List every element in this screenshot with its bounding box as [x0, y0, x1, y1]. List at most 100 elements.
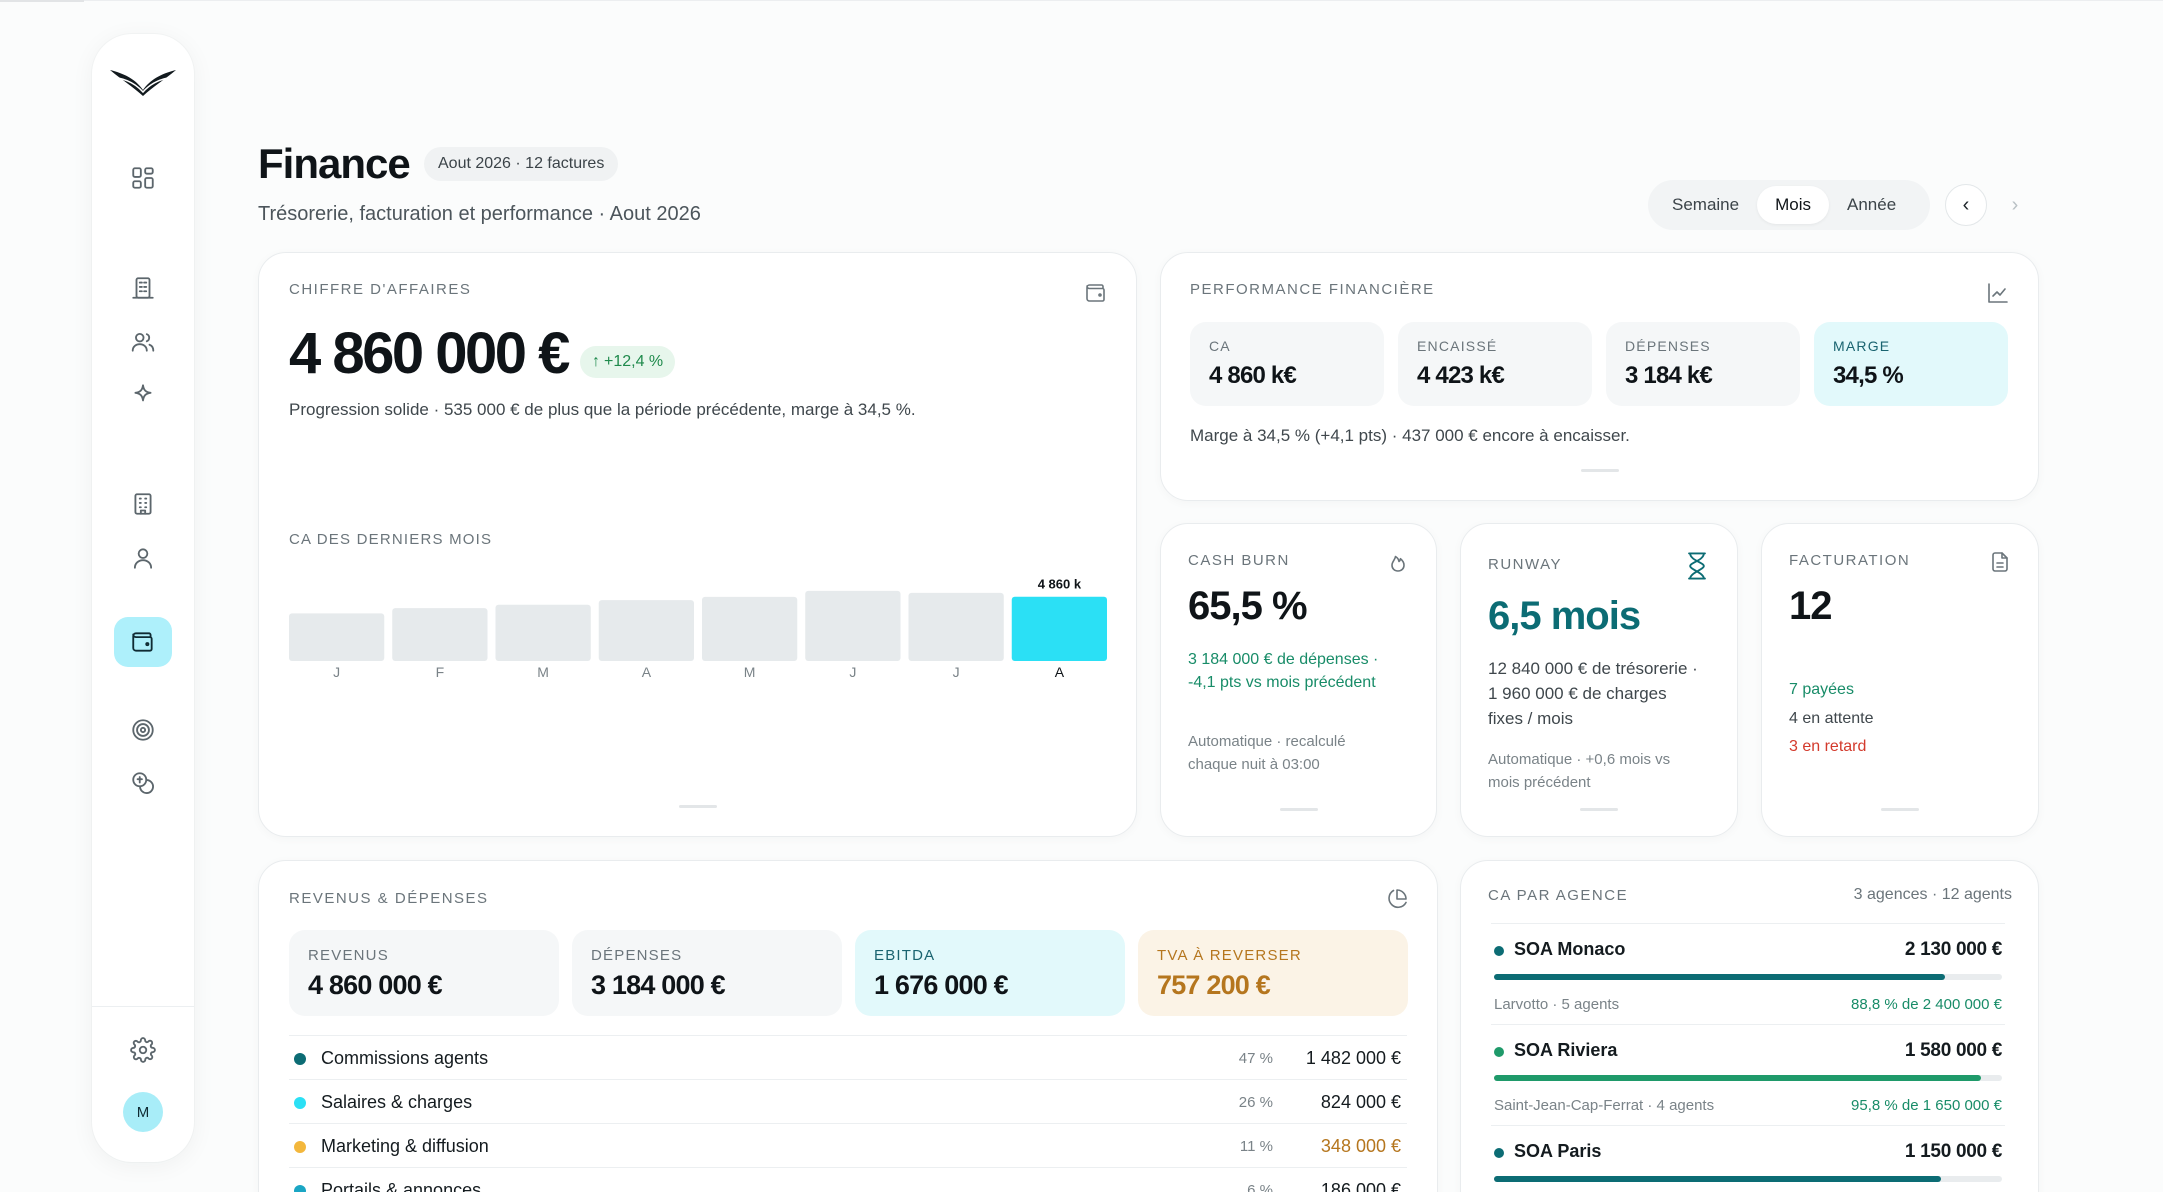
period-year-button[interactable]: Année	[1847, 195, 1897, 214]
wings-logo[interactable]	[108, 60, 178, 100]
card-label: REVENUS & DÉPENSES	[289, 890, 489, 907]
sparkle-icon[interactable]	[114, 370, 172, 420]
expense-name: Portails & annonces	[321, 1180, 482, 1192]
bar-chart-svg: J F M A M J J A 4 860 k	[289, 577, 1107, 680]
late-invoices[interactable]: 3 en retard	[1789, 738, 1867, 755]
note-line: mois précédent	[1488, 774, 1591, 791]
agency-row[interactable]: SOA Paris 1 150 000 €	[1491, 1125, 2005, 1192]
bar-1[interactable]	[392, 608, 488, 661]
agency-row[interactable]: SOA Monaco 2 130 000 € Larvotto · 5 agen…	[1491, 923, 2005, 1023]
avatar[interactable]: M	[123, 1092, 163, 1132]
chart-title: CA DES DERNIERS MOIS	[289, 531, 493, 548]
agency-row[interactable]: SOA Riviera 1 580 000 € Saint-Jean-Cap-F…	[1491, 1024, 2005, 1124]
bar-value-label: 4 860 k	[1038, 577, 1082, 592]
x-tick-label: F	[436, 664, 445, 680]
office-building-icon[interactable]	[114, 479, 172, 529]
document-icon	[1988, 550, 2012, 574]
agency-progress-track	[1494, 974, 2002, 980]
expense-row[interactable]: Commissions agents 47 % 1 482 000 €	[289, 1035, 1407, 1079]
expense-row[interactable]: Portails & annonces 6 % 186 000 €	[289, 1167, 1407, 1192]
kpi-value: 4 860 000 €	[308, 970, 443, 1000]
agency-target: 95,8 % de 1 650 000 €	[1851, 1097, 2002, 1114]
expense-amount: 824 000 €	[1320, 1092, 1401, 1112]
detail-line: -4,1 pts vs mois précédent	[1188, 674, 1376, 691]
card-label: CHIFFRE D'AFFAIRES	[289, 281, 472, 298]
bar-7[interactable]	[1011, 596, 1107, 661]
page-subtitle: Trésorerie, facturation et performance ·…	[258, 203, 701, 225]
detail-line: 12 840 000 € de trésorerie ·	[1488, 659, 1698, 678]
bar-4[interactable]	[702, 596, 798, 661]
next-period-button[interactable]: ›	[1994, 184, 2036, 226]
performance-note: Marge à 34,5 % (+4,1 pts) · 437 000 € en…	[1190, 426, 1630, 445]
kpi-value: 1 676 000 €	[874, 970, 1009, 1000]
flame-icon	[1386, 550, 1410, 574]
users-icon[interactable]	[114, 317, 172, 367]
agency-progress-fill	[1494, 974, 1946, 980]
expense-amount: 186 000 €	[1320, 1180, 1401, 1192]
scroll-indicator	[1881, 808, 1919, 811]
period-week-button[interactable]: Semaine	[1672, 195, 1740, 214]
period-switcher: Semaine Mois Année	[1648, 180, 1930, 230]
card-label: CASH BURN	[1188, 552, 1290, 569]
detail-line: fixes / mois	[1488, 709, 1574, 728]
paid-invoices[interactable]: 7 payées	[1789, 681, 1854, 698]
expense-amount: 348 000 €	[1320, 1136, 1401, 1156]
bar-3[interactable]	[598, 600, 694, 661]
kpi-revenus: REVENUS 4 860 000 €	[289, 930, 559, 1016]
page-title: Finance	[258, 140, 411, 187]
kpi-label: DÉPENSES	[591, 947, 683, 964]
series-dot	[294, 1141, 306, 1153]
line-chart-icon	[1986, 281, 2010, 305]
pending-invoices[interactable]: 4 en attente	[1789, 710, 1874, 727]
expense-name: Salaires & charges	[321, 1092, 473, 1112]
agency-amount: 2 130 000 €	[1904, 939, 2002, 960]
runway-card: RUNWAY 6,5 mois 12 840 000 € de trésorer…	[1460, 523, 1738, 837]
expense-row[interactable]: Marketing & diffusion 11 % 348 000 €	[289, 1123, 1407, 1167]
kpi-value: 4 423 k€	[1417, 362, 1505, 389]
bar-0[interactable]	[289, 613, 385, 661]
target-icon[interactable]	[114, 705, 172, 755]
bar-2[interactable]	[495, 604, 591, 661]
previous-period-button[interactable]: ‹	[1945, 184, 1987, 226]
detail-line: 3 184 000 € de dépenses ·	[1188, 651, 1379, 668]
card-label: RUNWAY	[1488, 556, 1562, 573]
note-line: Automatique · +0,6 mois vs	[1488, 751, 1671, 768]
kpi-tva: TVA À REVERSER 757 200 €	[1138, 930, 1408, 1016]
coins-icon[interactable]	[114, 758, 172, 808]
gear-icon[interactable]	[114, 1025, 172, 1075]
card-label: FACTURATION	[1789, 552, 1911, 569]
kpi-marge: MARGE 34,5 %	[1814, 322, 2008, 406]
expense-share: 11 %	[1239, 1138, 1273, 1155]
agency-amount: 1 580 000 €	[1904, 1040, 2002, 1061]
period-month-button[interactable]: Mois	[1757, 186, 1830, 224]
kpi-encaisse: ENCAISSÉ 4 423 k€	[1398, 322, 1592, 406]
expense-amount: 1 482 000 €	[1305, 1048, 1401, 1068]
agency-dot	[1494, 1148, 1504, 1158]
expense-row[interactable]: Salaires & charges 26 % 824 000 €	[289, 1079, 1407, 1123]
expense-share: 26 %	[1238, 1094, 1273, 1111]
kpi-value: 34,5 %	[1833, 362, 1904, 389]
runway-auto-note: Automatique · +0,6 mois vs mois précéden…	[1488, 748, 1670, 794]
kpi-ca: CA 4 860 k€	[1190, 322, 1384, 406]
agency-name: SOA Riviera	[1514, 1040, 1618, 1060]
agency-amount: 1 150 000 €	[1904, 1141, 2002, 1162]
wallet-icon[interactable]	[114, 617, 172, 667]
series-dot	[294, 1053, 306, 1065]
pie-chart-icon	[1385, 887, 1409, 911]
user-icon[interactable]	[114, 533, 172, 583]
bar-6[interactable]	[908, 592, 1004, 661]
series-dot	[294, 1097, 306, 1109]
agency-progress-track	[1494, 1075, 2002, 1081]
agency-name: SOA Monaco	[1514, 939, 1626, 959]
agency-target: 88,8 % de 2 400 000 €	[1851, 996, 2002, 1013]
kpi-label: MARGE	[1833, 338, 1891, 354]
dashboard-grid-icon[interactable]	[114, 153, 172, 203]
note-line: Automatique · recalculé	[1188, 733, 1346, 750]
building-icon[interactable]	[114, 263, 172, 313]
x-tick-label: J	[333, 664, 340, 680]
sidebar-divider	[92, 1006, 194, 1007]
bar-5[interactable]	[805, 590, 901, 661]
trend-value: +12,4 %	[604, 353, 664, 370]
invoice-count: 12	[1789, 584, 1832, 628]
arrow-up-icon: ↑	[592, 353, 600, 370]
